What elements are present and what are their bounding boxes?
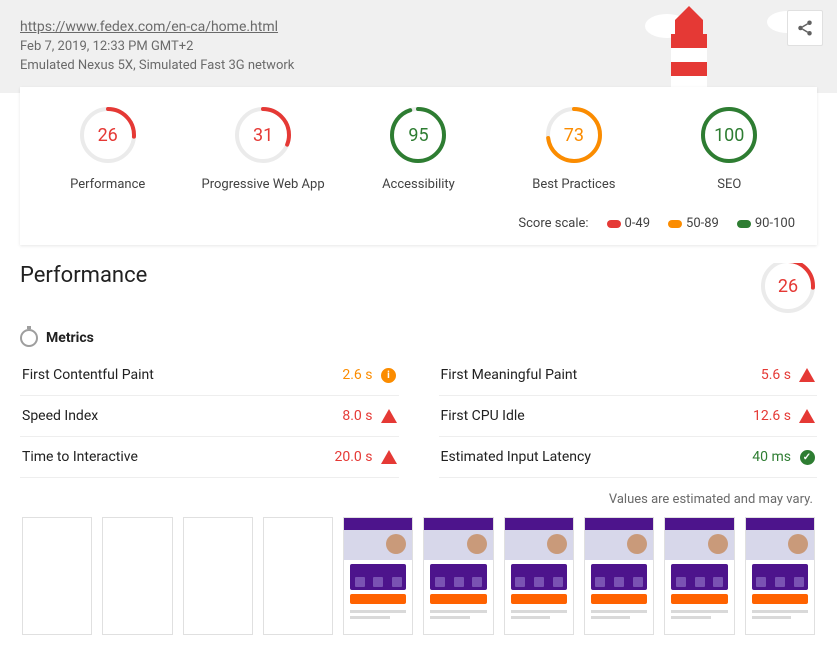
scale-label: Score scale: — [518, 216, 588, 231]
metric-badge-icon — [381, 367, 397, 383]
filmstrip-frame — [183, 517, 253, 635]
metric-value: 5.6 s — [761, 367, 791, 383]
score-label: Accessibility — [382, 177, 455, 192]
filmstrip-frame — [263, 517, 333, 635]
gauge: 73 — [544, 105, 604, 165]
score-label: SEO — [717, 177, 741, 192]
metric-badge-icon — [799, 367, 815, 383]
tested-url[interactable]: https://www.fedex.com/en-ca/home.html — [20, 19, 278, 35]
metric-name: Speed Index — [22, 408, 98, 424]
metrics-grid: First Contentful Paint 2.6 s First Meani… — [20, 355, 817, 478]
performance-section: Performance 26 Metrics First Contentful … — [0, 245, 837, 653]
metric-badge-icon — [381, 408, 397, 424]
scale-range: 50-89 — [668, 216, 719, 231]
gauge: 26 — [78, 105, 138, 165]
gauge: 100 — [699, 105, 759, 165]
score-seo[interactable]: 100 SEO — [654, 105, 804, 192]
metric-row[interactable]: First CPU Idle 12.6 s — [439, 396, 818, 437]
stopwatch-icon — [20, 329, 38, 347]
score-progressive-web-app[interactable]: 31 Progressive Web App — [188, 105, 338, 192]
metric-row[interactable]: First Meaningful Paint 5.6 s — [439, 355, 818, 396]
performance-score-gauge: 26 — [759, 263, 817, 315]
score-scale: Score scale: 0-49 50-89 90-100 — [30, 216, 807, 231]
scores-row: 26 Performance 31 Progressive Web App 95… — [30, 105, 807, 192]
score-label: Progressive Web App — [202, 177, 325, 192]
metric-value: 20.0 s — [335, 449, 373, 465]
gauge: 95 — [388, 105, 448, 165]
scale-range: 0-49 — [607, 216, 651, 231]
filmstrip-frame — [343, 517, 413, 635]
filmstrip-frame — [22, 517, 92, 635]
metric-badge-icon — [381, 449, 397, 465]
score-label: Best Practices — [532, 177, 615, 192]
gauge: 31 — [233, 105, 293, 165]
metric-row[interactable]: Time to Interactive 20.0 s — [20, 437, 399, 478]
metrics-heading: Metrics — [20, 329, 817, 347]
performance-title: Performance — [20, 263, 147, 288]
metric-badge-icon — [799, 449, 815, 465]
metric-name: Estimated Input Latency — [441, 449, 591, 465]
filmstrip-frame — [504, 517, 574, 635]
metric-name: Time to Interactive — [22, 449, 138, 465]
metric-row[interactable]: Estimated Input Latency 40 ms — [439, 437, 818, 478]
score-accessibility[interactable]: 95 Accessibility — [343, 105, 493, 192]
scores-card: 26 Performance 31 Progressive Web App 95… — [20, 87, 817, 245]
lighthouse-illustration — [617, 0, 767, 93]
filmstrip-frame — [423, 517, 493, 635]
share-button[interactable] — [787, 10, 823, 46]
filmstrip-frame — [584, 517, 654, 635]
metric-badge-icon — [799, 408, 815, 424]
metric-value: 8.0 s — [342, 408, 372, 424]
filmstrip-frame — [102, 517, 172, 635]
metric-name: First Meaningful Paint — [441, 367, 578, 383]
score-performance[interactable]: 26 Performance — [33, 105, 183, 192]
share-icon — [796, 19, 814, 37]
report-header: https://www.fedex.com/en-ca/home.html Fe… — [0, 0, 837, 93]
metric-row[interactable]: Speed Index 8.0 s — [20, 396, 399, 437]
metric-name: First CPU Idle — [441, 408, 525, 424]
filmstrip — [20, 517, 817, 635]
metric-value: 12.6 s — [753, 408, 791, 424]
metric-row[interactable]: First Contentful Paint 2.6 s — [20, 355, 399, 396]
metric-value: 40 ms — [752, 449, 791, 465]
metric-name: First Contentful Paint — [22, 367, 154, 383]
metrics-label: Metrics — [46, 330, 94, 346]
filmstrip-frame — [664, 517, 734, 635]
estimate-note: Values are estimated and may vary. — [20, 492, 817, 507]
score-label: Performance — [70, 177, 145, 192]
scale-range: 90-100 — [737, 216, 795, 231]
metric-value: 2.6 s — [342, 367, 372, 383]
score-best-practices[interactable]: 73 Best Practices — [499, 105, 649, 192]
filmstrip-frame — [745, 517, 815, 635]
